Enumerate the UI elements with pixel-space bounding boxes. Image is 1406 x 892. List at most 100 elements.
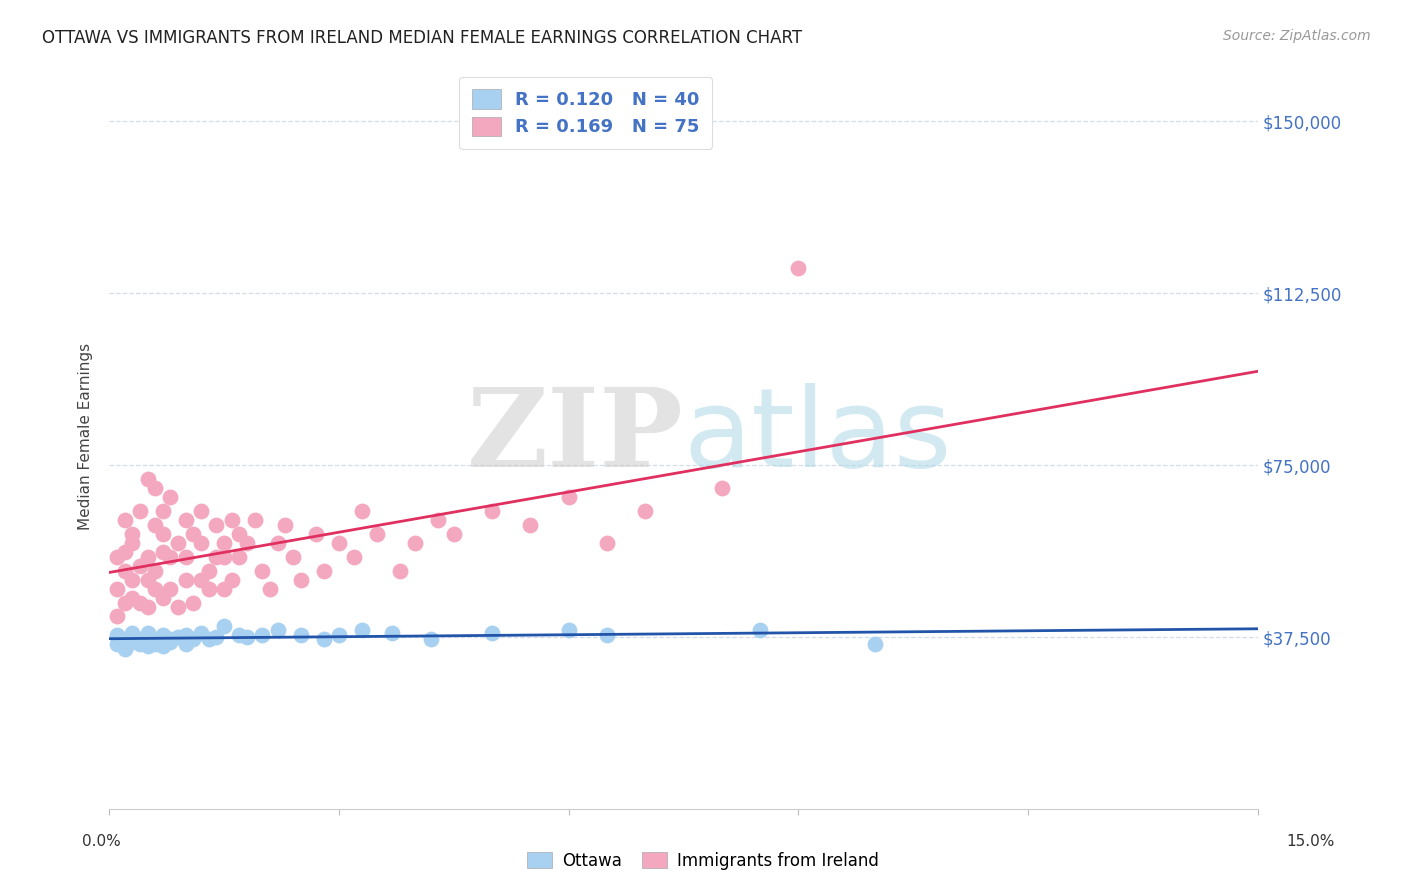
Point [419, 632, 441, 647]
Point [228, 549, 250, 564]
Point [236, 630, 259, 644]
Point [143, 564, 166, 578]
Point [114, 632, 136, 647]
Point [105, 609, 128, 624]
Point [205, 630, 228, 644]
Point [787, 261, 810, 276]
Point [136, 573, 159, 587]
Point [221, 513, 243, 527]
Point [221, 573, 243, 587]
Point [290, 628, 312, 642]
Point [710, 481, 733, 495]
Point [519, 517, 541, 532]
Point [190, 504, 212, 518]
Point [174, 628, 197, 642]
Point [105, 628, 128, 642]
Point [228, 527, 250, 541]
Point [259, 582, 281, 596]
Point [749, 624, 772, 638]
Point [557, 624, 579, 638]
Point [190, 573, 212, 587]
Point [190, 536, 212, 550]
Point [252, 628, 274, 642]
Point [174, 637, 197, 651]
Point [105, 582, 128, 596]
Point [121, 634, 143, 648]
Point [159, 634, 181, 648]
Point [266, 624, 288, 638]
Point [128, 596, 150, 610]
Point [212, 618, 235, 632]
Point [105, 637, 128, 651]
Point [190, 625, 212, 640]
Point [481, 625, 503, 640]
Point [143, 632, 166, 647]
Point [152, 527, 174, 541]
Point [236, 536, 259, 550]
Point [136, 625, 159, 640]
Point [167, 600, 190, 615]
Point [596, 536, 619, 550]
Point [252, 564, 274, 578]
Point [128, 559, 150, 574]
Point [167, 536, 190, 550]
Point [174, 549, 197, 564]
Point [136, 600, 159, 615]
Legend: Ottawa, Immigrants from Ireland: Ottawa, Immigrants from Ireland [520, 846, 886, 877]
Point [197, 632, 219, 647]
Point [152, 591, 174, 606]
Point [167, 630, 190, 644]
Point [404, 536, 426, 550]
Point [136, 549, 159, 564]
Point [389, 564, 412, 578]
Point [274, 517, 297, 532]
Point [290, 573, 312, 587]
Legend: R = 0.120   N = 40, R = 0.169   N = 75: R = 0.120 N = 40, R = 0.169 N = 75 [460, 77, 713, 149]
Point [114, 641, 136, 656]
Point [366, 527, 388, 541]
Point [183, 596, 205, 610]
Point [312, 632, 335, 647]
Point [212, 582, 235, 596]
Point [121, 591, 143, 606]
Point [634, 504, 657, 518]
Point [136, 630, 159, 644]
Point [343, 549, 366, 564]
Point [305, 527, 328, 541]
Point [159, 582, 181, 596]
Point [152, 504, 174, 518]
Point [243, 513, 266, 527]
Point [557, 490, 579, 504]
Point [121, 536, 143, 550]
Point [443, 527, 465, 541]
Point [136, 472, 159, 486]
Point [197, 582, 219, 596]
Point [863, 637, 886, 651]
Point [143, 481, 166, 495]
Point [350, 504, 373, 518]
Text: 15.0%: 15.0% [1286, 834, 1334, 848]
Point [159, 632, 181, 647]
Point [481, 504, 503, 518]
Point [114, 545, 136, 559]
Point [121, 625, 143, 640]
Point [114, 513, 136, 527]
Point [128, 504, 150, 518]
Point [183, 632, 205, 647]
Text: Source: ZipAtlas.com: Source: ZipAtlas.com [1223, 29, 1371, 43]
Point [212, 549, 235, 564]
Point [266, 536, 288, 550]
Point [350, 624, 373, 638]
Point [128, 637, 150, 651]
Point [328, 628, 350, 642]
Point [212, 536, 235, 550]
Text: atlas: atlas [683, 383, 952, 490]
Point [312, 564, 335, 578]
Text: 0.0%: 0.0% [82, 834, 121, 848]
Point [121, 573, 143, 587]
Point [205, 517, 228, 532]
Point [143, 517, 166, 532]
Point [152, 628, 174, 642]
Point [143, 582, 166, 596]
Text: OTTAWA VS IMMIGRANTS FROM IRELAND MEDIAN FEMALE EARNINGS CORRELATION CHART: OTTAWA VS IMMIGRANTS FROM IRELAND MEDIAN… [42, 29, 803, 46]
